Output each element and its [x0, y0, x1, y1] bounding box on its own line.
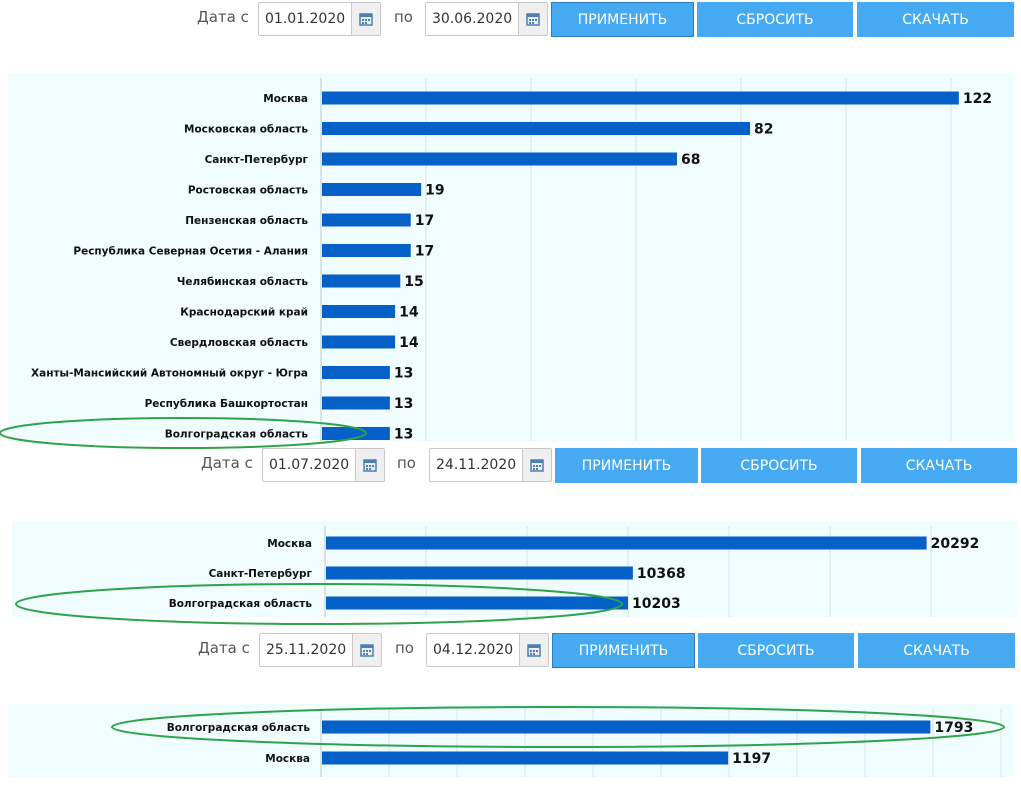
bar[interactable]: [322, 305, 396, 318]
calendar-icon[interactable]: [355, 449, 384, 481]
date-from-label: Дата с: [198, 639, 250, 657]
category-label: Москва: [267, 538, 312, 550]
chart-panel-1: Москва 122 Московская область 82 Санкт-Петер…: [0, 73, 1013, 449]
bar[interactable]: [326, 566, 633, 580]
bar[interactable]: [322, 720, 931, 734]
date-from-value: 01.07.2020: [269, 457, 350, 473]
date-from-value: 01.01.2020: [265, 11, 346, 27]
value-label: 19: [425, 183, 444, 199]
highlight-ellipse: [111, 706, 1005, 748]
value-label: 14: [399, 335, 419, 351]
date-to-label: по: [397, 454, 416, 472]
filter-bar-1: Дата с 01.01.2020 по 30.06.2020 ПРИМЕНИТ…: [0, 0, 1021, 38]
date-to-input[interactable]: 04.12.2020: [426, 633, 549, 667]
calendar-icon[interactable]: [519, 634, 548, 666]
download-button[interactable]: СКАЧАТЬ: [858, 633, 1015, 668]
date-to-input[interactable]: 24.11.2020: [429, 448, 552, 482]
bar[interactable]: [322, 244, 411, 257]
category-label: Санкт-Петербург: [205, 154, 309, 166]
apply-button[interactable]: ПРИМЕНИТЬ: [551, 2, 694, 37]
region-bar-chart-1: Москва 122 Московская область 82 Санкт-Петер…: [0, 78, 992, 449]
region-bar-chart-2: Москва 20292 Санкт-Петербург 10368 Волгоград…: [15, 526, 980, 625]
category-label: Волгоградская область: [169, 598, 313, 610]
category-label: Пензенская область: [185, 215, 308, 227]
category-label: Москва: [263, 93, 308, 105]
date-from-label: Дата с: [197, 8, 249, 26]
reset-button[interactable]: СБРОСИТЬ: [701, 448, 857, 483]
value-label: 122: [963, 91, 992, 107]
date-to-value: 04.12.2020: [433, 642, 514, 658]
bar[interactable]: [322, 183, 422, 196]
calendar-icon[interactable]: [522, 449, 551, 481]
bar[interactable]: [322, 91, 959, 105]
bar[interactable]: [322, 213, 411, 227]
date-from-value: 25.11.2020: [266, 642, 347, 658]
bar[interactable]: [322, 427, 390, 440]
reset-button[interactable]: СБРОСИТЬ: [697, 2, 853, 37]
bar[interactable]: [322, 366, 390, 379]
value-label: 15: [404, 274, 423, 290]
apply-button[interactable]: ПРИМЕНИТЬ: [555, 448, 698, 483]
value-label: 20292: [931, 536, 980, 552]
value-label: 14: [399, 305, 419, 321]
category-label: Москва: [265, 753, 310, 765]
date-from-label: Дата с: [201, 454, 253, 472]
date-from-input[interactable]: 01.01.2020: [258, 2, 381, 36]
download-button[interactable]: СКАЧАТЬ: [861, 448, 1017, 483]
value-label: 17: [415, 213, 434, 229]
category-label: Санкт-Петербург: [209, 568, 313, 580]
bar[interactable]: [322, 751, 729, 765]
filter-bar-2: Дата с 01.07.2020 по 24.11.2020 ПРИМЕНИТ…: [0, 446, 1021, 484]
chart-panel-3: Волгоградская область 1793 Москва 1197: [8, 704, 1013, 777]
filter-bar-3: Дата с 25.11.2020 по 04.12.2020 ПРИМЕНИТ…: [0, 631, 1021, 669]
value-label: 82: [754, 122, 773, 138]
category-label: Ханты-Мансийский Автономный округ - Югра: [31, 368, 308, 380]
date-from-input[interactable]: 25.11.2020: [259, 633, 382, 667]
bar[interactable]: [322, 152, 677, 166]
chart-panel-2: Москва 20292 Санкт-Петербург 10368 Волгоград…: [12, 521, 1017, 625]
value-label: 10203: [632, 596, 681, 612]
calendar-icon[interactable]: [518, 3, 547, 35]
date-to-label: по: [394, 8, 413, 26]
category-label: Краснодарский край: [180, 307, 308, 319]
bar[interactable]: [322, 335, 396, 349]
category-label: Волгоградская область: [167, 722, 311, 734]
category-label: Волгоградская область: [165, 429, 309, 441]
category-label: Челябинская область: [177, 276, 308, 288]
date-to-input[interactable]: 30.06.2020: [425, 2, 548, 36]
bar[interactable]: [322, 122, 751, 135]
value-label: 17: [415, 244, 434, 260]
value-label: 1197: [732, 751, 771, 767]
value-label: 1793: [934, 720, 973, 736]
highlight-ellipse: [0, 417, 367, 449]
value-label: 10368: [637, 566, 686, 582]
date-from-input[interactable]: 01.07.2020: [262, 448, 385, 482]
bar[interactable]: [322, 396, 390, 410]
date-to-value: 30.06.2020: [432, 11, 513, 27]
bar[interactable]: [326, 596, 629, 610]
value-label: 13: [394, 427, 413, 443]
region-bar-chart-3: Волгоградская область 1793 Москва 1197: [111, 706, 1005, 777]
category-label: Республика Северная Осетия - Алания: [73, 246, 308, 258]
reset-button[interactable]: СБРОСИТЬ: [698, 633, 854, 668]
category-label: Ростовская область: [188, 185, 309, 197]
value-label: 13: [394, 396, 413, 412]
value-label: 68: [681, 152, 700, 168]
download-button[interactable]: СКАЧАТЬ: [857, 2, 1014, 37]
calendar-icon[interactable]: [352, 634, 381, 666]
value-label: 13: [394, 366, 413, 382]
highlight-ellipse: [15, 583, 623, 625]
bar[interactable]: [326, 536, 927, 550]
date-to-label: по: [395, 639, 414, 657]
date-to-value: 24.11.2020: [436, 457, 517, 473]
apply-button[interactable]: ПРИМЕНИТЬ: [552, 633, 695, 668]
category-label: Свердловская область: [170, 337, 308, 349]
category-label: Республика Башкортостан: [145, 398, 308, 410]
calendar-icon[interactable]: [351, 3, 380, 35]
category-label: Московская область: [184, 124, 308, 136]
bar[interactable]: [322, 274, 401, 288]
